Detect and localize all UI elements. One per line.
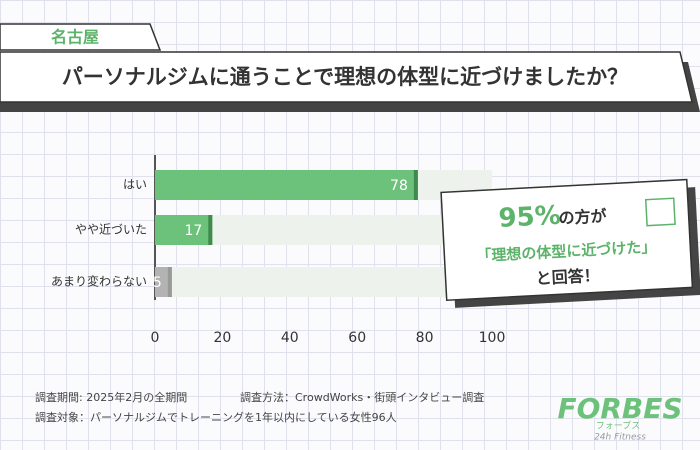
logo: FORBES — [557, 392, 682, 425]
region-tag: 名古屋 — [51, 28, 99, 47]
note: 調査方法：CrowdWorks・街頭インタビュー調査 — [240, 390, 484, 404]
y-tick-label: はい — [123, 178, 147, 192]
logo-sub: 24h Fitness — [594, 433, 646, 443]
callout-text: の方が — [558, 206, 607, 227]
bar-cap — [208, 215, 213, 245]
bar-cap — [167, 267, 172, 297]
x-tick-label: 60 — [348, 330, 366, 346]
value-label: 5 — [153, 275, 162, 291]
x-tick-label: 0 — [151, 330, 160, 346]
y-tick-label: あまり変わらない — [51, 274, 147, 289]
callout: 95% の方が 「理想の体型に近づけた」 と回答！ — [440, 178, 700, 308]
bar-cap — [413, 170, 418, 200]
y-tick-label: やや近づいた — [75, 223, 147, 237]
note: 調査対象：パーソナルジムでトレーニングを1年以内にしている女性96人 — [35, 410, 397, 424]
callout-highlight: 95% — [498, 201, 562, 234]
x-tick-label: 80 — [416, 330, 434, 346]
headline: パーソナルジムに通うことで理想の体型に近づけましたか？ — [62, 65, 628, 89]
x-tick-label: 40 — [281, 330, 299, 346]
tag-box — [0, 23, 162, 51]
banner — [0, 51, 693, 103]
x-tick-label: 20 — [213, 330, 231, 346]
callout-box — [440, 178, 694, 302]
x-tick-label: 100 — [479, 330, 506, 346]
value-label: 17 — [184, 223, 202, 239]
bar — [155, 215, 213, 245]
pen-icon — [644, 197, 676, 227]
bar — [155, 267, 172, 297]
value-label: 78 — [390, 178, 408, 194]
note: 調査期間: 2025年2月の全期間 — [35, 390, 187, 404]
bar — [155, 170, 418, 200]
bar-track — [155, 267, 492, 297]
callout-text: と回答！ — [535, 266, 600, 288]
logo-kana: フォーブス — [596, 420, 640, 432]
